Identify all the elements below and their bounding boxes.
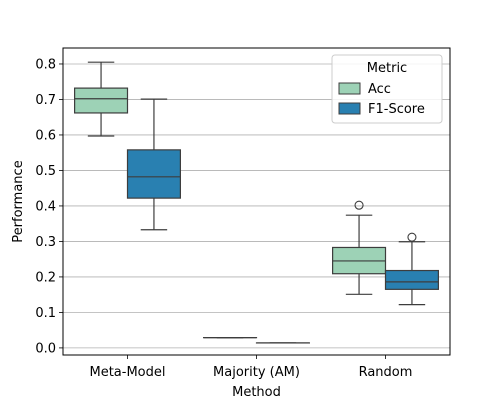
y-tick-label: 0.7 (35, 93, 56, 108)
legend-title: Metric (367, 61, 407, 76)
y-tick-label: 0.8 (35, 57, 56, 72)
y-tick-label: 0.3 (35, 235, 56, 250)
box-body (74, 87, 129, 114)
legend-swatch-0 (338, 82, 361, 95)
y-tick-label: 0.4 (35, 199, 56, 214)
x-tick-label: Majority (AM) (213, 365, 300, 380)
y-axis-label: Performance (11, 160, 26, 242)
y-tick-label: 0.5 (35, 164, 56, 179)
box-f1-score-2 (384, 232, 439, 306)
box-acc-2 (332, 200, 387, 295)
box-acc-0 (74, 61, 129, 137)
y-tick-label: 0.1 (35, 306, 56, 321)
y-tick-label: 0.0 (35, 341, 56, 356)
x-axis-label: Method (232, 385, 281, 400)
legend: Metric Acc F1-Score (331, 54, 443, 124)
legend-swatch-1 (338, 102, 361, 115)
box-layer (74, 61, 439, 344)
x-tick-label: Random (359, 365, 413, 380)
x-tick-label: Meta-Model (89, 365, 165, 380)
box-body (126, 149, 181, 199)
y-tick-label: 0.2 (35, 270, 56, 285)
legend-label-1: F1-Score (368, 102, 425, 117)
box-f1-score-0 (126, 98, 181, 231)
y-tick-label: 0.6 (35, 128, 56, 143)
outlier-point (407, 232, 417, 242)
outlier-point (354, 200, 364, 210)
axis-layer: 0.0 0.1 0.2 0.3 0.4 0.5 0.6 0.7 0.8 Meta-Model Maj… (35, 57, 412, 380)
legend-label-0: Acc (368, 82, 391, 97)
box-body (384, 269, 439, 290)
